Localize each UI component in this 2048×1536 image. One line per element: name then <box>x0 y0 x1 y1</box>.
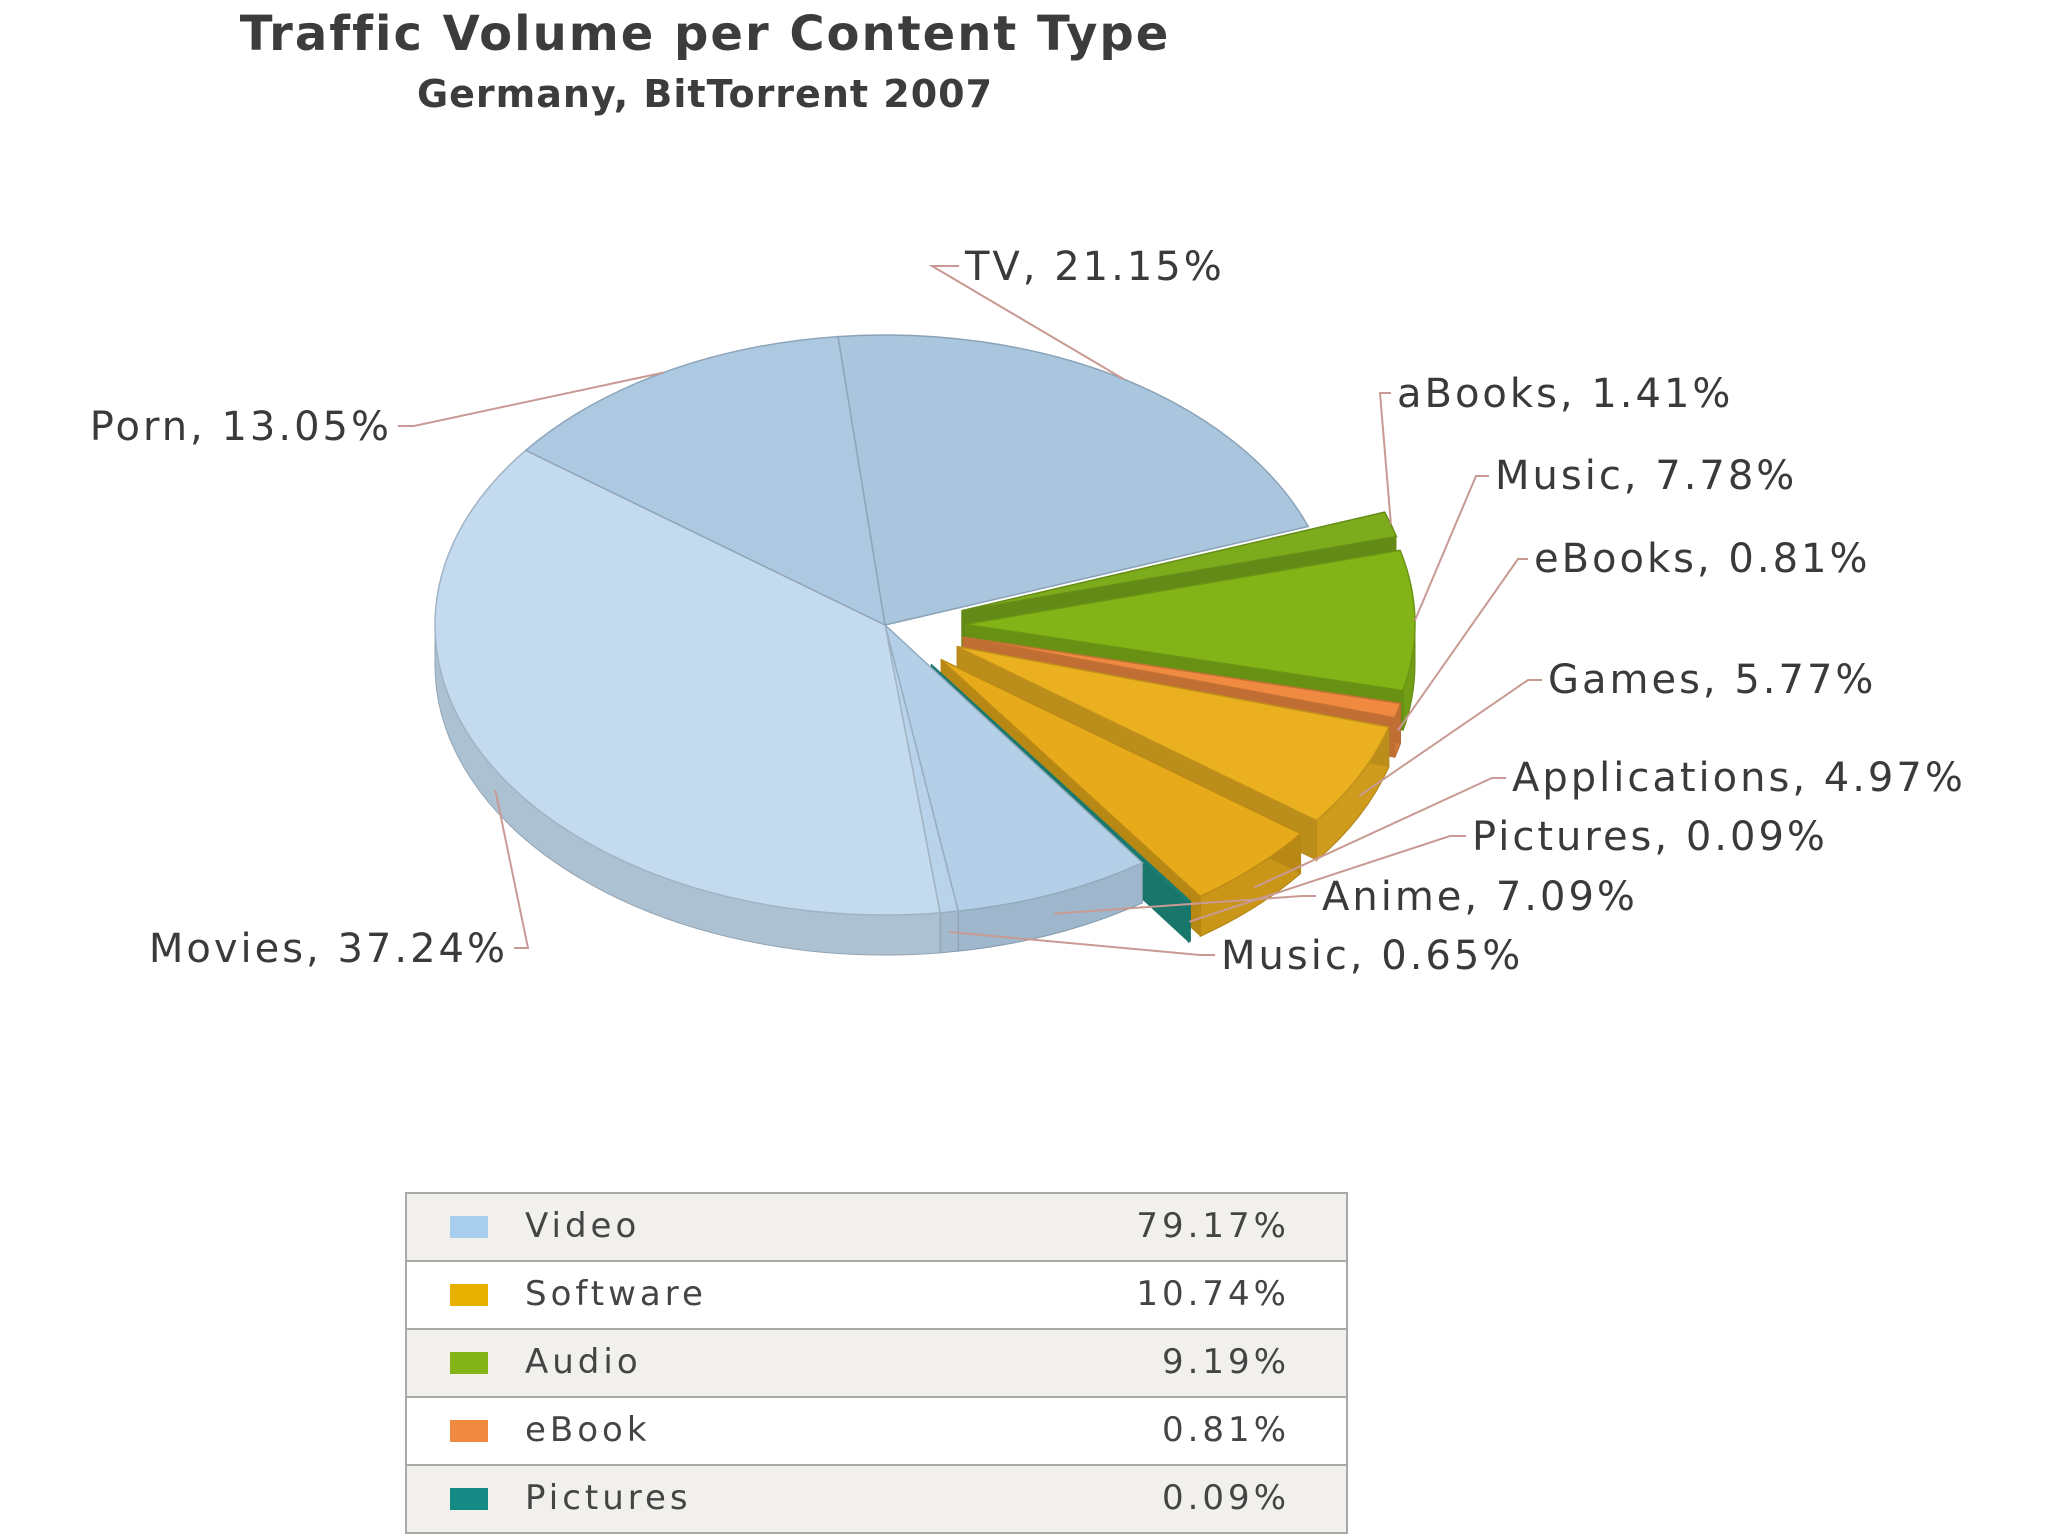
legend-row-software: Software 10.74% <box>407 1262 1346 1330</box>
slice-label-porn: Porn, 13.05% <box>90 404 392 450</box>
legend-label: Video <box>525 1206 641 1246</box>
legend-value: 10.74% <box>1136 1274 1290 1314</box>
slice-label-abooks: aBooks, 1.41% <box>1397 371 1733 417</box>
slice-label-games: Games, 5.77% <box>1548 657 1876 703</box>
legend-swatch <box>450 1488 488 1510</box>
leader-line-music <box>949 931 1215 956</box>
leader-line-porn <box>398 371 664 427</box>
pie-slice-ebooks <box>962 636 1402 719</box>
pie-chart: TV, 21.15% aBooks, 1.41% Music, 7.78% eBook… <box>90 244 1966 979</box>
legend-row-ebook: eBook 0.81% <box>407 1398 1346 1466</box>
legend-row-audio: Audio 9.19% <box>407 1330 1346 1398</box>
leader-line-pictures <box>1189 835 1466 923</box>
pie-slice-tv <box>837 334 1310 626</box>
legend-table: Video 79.17% Software 10.74% Audio 9.19% eBook… <box>405 1192 1348 1534</box>
pie-slice-applications <box>940 658 1302 898</box>
pie-slice-games <box>956 645 1390 822</box>
pie-slice-music <box>964 549 1416 692</box>
slice-label-ebooks: eBooks, 0.81% <box>1534 536 1871 582</box>
legend-swatch <box>450 1352 488 1374</box>
legend-label: Pictures <box>525 1478 692 1518</box>
legend-label: Software <box>525 1274 707 1314</box>
pie-slice-anime <box>883 622 1144 912</box>
legend-value: 79.17% <box>1136 1206 1290 1246</box>
leader-line-movies <box>494 789 530 949</box>
legend-row-video: Video 79.17% <box>407 1194 1346 1262</box>
legend-swatch <box>450 1284 488 1306</box>
leader-line-abooks <box>1378 392 1392 525</box>
legend-swatch <box>450 1216 488 1238</box>
pie-slice-pictures <box>930 663 1192 904</box>
leader-line-tv <box>928 265 1125 381</box>
legend-swatch <box>450 1420 488 1442</box>
leader-line-applications <box>1253 777 1506 889</box>
leader-line-anime <box>1054 895 1316 915</box>
slice-label-tv: TV, 21.15% <box>964 244 1225 290</box>
pie-slice-porn <box>524 335 886 627</box>
legend-value: 9.19% <box>1161 1342 1290 1382</box>
leader-line-music <box>1414 475 1489 621</box>
pie-slice-movies <box>434 449 941 916</box>
chart-title: Traffic Volume per Content Type <box>239 6 1171 62</box>
legend-value: 0.81% <box>1161 1410 1290 1450</box>
slice-label-music: Music, 0.65% <box>1221 933 1523 979</box>
slice-label-anime: Anime, 7.09% <box>1322 874 1638 920</box>
legend-label: eBook <box>525 1410 651 1450</box>
legend-value: 0.09% <box>1161 1478 1290 1518</box>
leader-line-ebooks <box>1396 558 1528 732</box>
legend-label: Audio <box>525 1342 642 1382</box>
slice-label-movies: Movies, 37.24% <box>149 926 508 972</box>
slice-label-music: Music, 7.78% <box>1495 453 1797 499</box>
slice-label-applications: Applications, 4.97% <box>1512 755 1966 801</box>
leader-line-games <box>1358 679 1542 797</box>
slice-label-pictures: Pictures, 0.09% <box>1472 814 1828 860</box>
chart-subtitle: Germany, BitTorrent 2007 <box>416 72 994 116</box>
legend-row-pictures: Pictures 0.09% <box>407 1466 1346 1534</box>
